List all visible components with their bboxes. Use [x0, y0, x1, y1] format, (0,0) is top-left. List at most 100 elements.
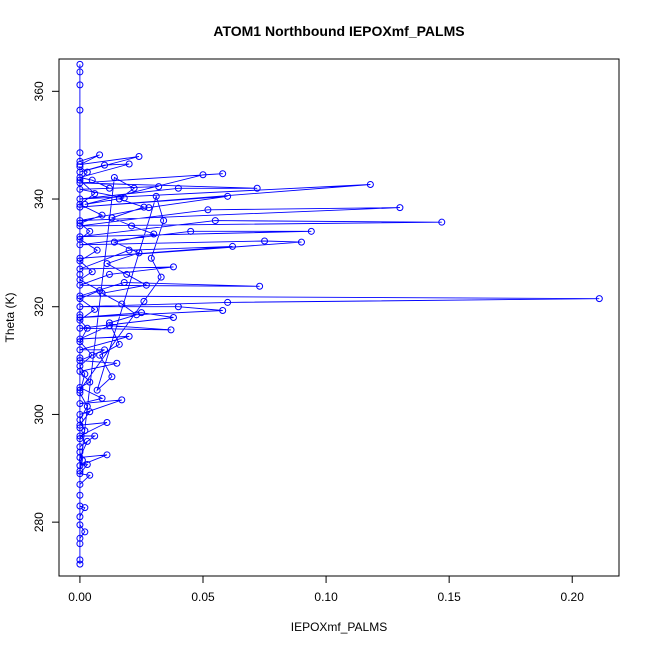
data-point — [125, 160, 133, 168]
data-point — [103, 260, 111, 268]
x-tick-label: 0.05 — [191, 590, 215, 604]
data-point — [88, 268, 96, 276]
data-point — [115, 195, 123, 203]
data-point — [140, 297, 148, 305]
data-point — [98, 289, 106, 297]
data-point — [76, 179, 84, 187]
data-point — [78, 456, 86, 464]
data-point — [76, 346, 84, 354]
data-point — [76, 316, 84, 324]
data-point — [76, 534, 84, 542]
data-point — [93, 386, 101, 394]
data-point — [76, 217, 84, 225]
data-point — [76, 195, 84, 203]
data-point — [253, 184, 261, 192]
series-line — [78, 64, 600, 565]
data-point — [307, 227, 315, 235]
data-point — [76, 270, 84, 278]
data-point — [76, 362, 84, 370]
data-point — [297, 238, 305, 246]
data-point — [110, 238, 118, 246]
data-point — [76, 241, 84, 249]
data-point — [76, 480, 84, 488]
data-point — [76, 222, 84, 230]
data-point — [76, 521, 84, 529]
y-tick-label: 280 — [32, 512, 46, 532]
data-point — [256, 282, 264, 290]
data-point — [145, 204, 153, 212]
data-point — [98, 394, 106, 402]
data-point — [199, 171, 207, 179]
data-point — [105, 184, 113, 192]
data-point — [76, 502, 84, 510]
data-point — [76, 432, 84, 440]
data-point — [142, 281, 150, 289]
data-point — [120, 194, 128, 202]
data-point — [76, 513, 84, 521]
y-tick-label: 320 — [32, 296, 46, 316]
data-point — [120, 278, 128, 286]
data-point — [76, 400, 84, 408]
data-point — [76, 281, 84, 289]
data-point — [147, 254, 155, 262]
data-point — [91, 190, 99, 198]
y-tick-label: 300 — [32, 404, 46, 424]
data-point — [86, 227, 94, 235]
data-point — [76, 338, 84, 346]
data-point — [105, 319, 113, 327]
data-point — [76, 435, 84, 443]
data-point — [160, 217, 168, 225]
data-point — [83, 168, 91, 176]
data-point — [152, 192, 160, 200]
data-point — [133, 311, 141, 319]
data-point — [76, 357, 84, 365]
data-point — [76, 416, 84, 424]
data-point — [76, 303, 84, 311]
data-point — [76, 257, 84, 265]
data-point — [108, 373, 116, 381]
data-point — [169, 263, 177, 271]
data-point — [86, 378, 94, 386]
data-point — [81, 504, 89, 512]
data-point — [76, 292, 84, 300]
data-point — [167, 326, 175, 334]
data-point — [396, 204, 404, 212]
data-point — [115, 340, 123, 348]
data-point — [76, 276, 84, 284]
x-axis-label: IEPOXmf_PALMS — [291, 620, 387, 634]
data-point — [76, 424, 84, 432]
data-point — [110, 173, 118, 181]
data-point — [103, 419, 111, 427]
data-point — [101, 346, 109, 354]
data-point — [76, 295, 84, 303]
y-tick-label: 340 — [32, 189, 46, 209]
data-point — [76, 235, 84, 243]
data-point — [113, 359, 121, 367]
data-point — [76, 324, 84, 332]
data-point — [76, 203, 84, 211]
data-point — [83, 324, 91, 332]
data-point — [76, 335, 84, 343]
data-point — [366, 180, 374, 188]
data-point — [76, 176, 84, 184]
data-point — [91, 305, 99, 313]
data-point — [96, 151, 104, 159]
data-point — [118, 396, 126, 404]
data-point — [595, 295, 603, 303]
data-point — [157, 273, 165, 281]
data-point — [83, 437, 91, 445]
data-point — [108, 214, 116, 222]
data-point — [76, 200, 84, 208]
data-point — [169, 314, 177, 321]
data-point — [76, 254, 84, 262]
data-point — [187, 227, 195, 235]
data-point — [76, 384, 84, 392]
data-point — [93, 246, 101, 254]
data-point — [76, 106, 84, 114]
x-axis: 0.00 0.05 0.10 0.15 0.20 — [68, 575, 585, 604]
data-point — [76, 314, 84, 321]
data-point — [219, 170, 227, 178]
x-tick-label: 0.20 — [561, 590, 585, 604]
data-point — [76, 81, 84, 89]
